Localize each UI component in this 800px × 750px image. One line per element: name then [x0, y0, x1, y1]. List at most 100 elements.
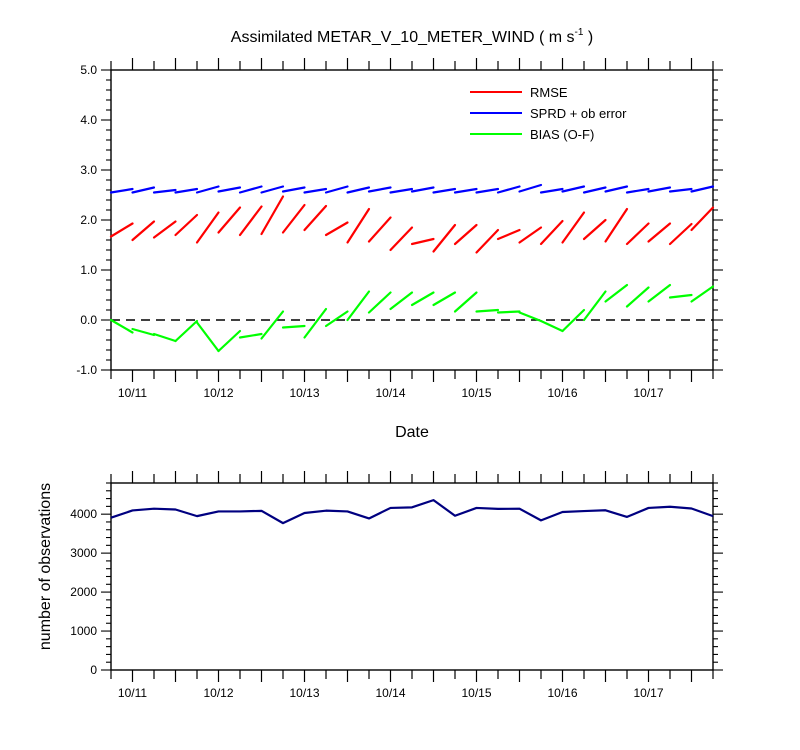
series-bias-o-f-segment [174, 319, 199, 343]
series-rmse-segment [453, 223, 478, 246]
legend-label-bias-o-f: BIAS (O-F) [530, 127, 594, 142]
series-bias-o-f-segment [238, 332, 263, 339]
legend-label-rmse: RMSE [530, 85, 568, 100]
series-sprd-ob-error-segment [109, 187, 134, 194]
lower-plot-observation-count: 10/11 10/12 10/13 10/14 10/15 10/16 10/17 0 1000… [37, 471, 723, 700]
series-bias-o-f-segment [410, 291, 435, 307]
series-rmse-segment [260, 195, 285, 236]
series-sprd-ob-error-segment [195, 185, 220, 194]
series-sprd-ob-error-segment [346, 186, 371, 194]
x-tick-label: 10/12 [203, 686, 233, 700]
y-tick-label: 3000 [70, 546, 97, 560]
upper-plot-error-statistics: 10/11 10/12 10/13 10/14 10/15 10/16 10/17 5.0 4.… [76, 58, 723, 441]
series-bias-o-f-segment [668, 293, 693, 299]
chart-title-main: Assimilated METAR_V_10_METER_WIND ( m s [231, 29, 575, 46]
x-tick-label: 10/16 [547, 386, 577, 400]
series-sprd-ob-error-segment [539, 187, 564, 194]
y-tick-label: 2000 [70, 585, 97, 599]
y-tick-label: 4.0 [80, 113, 97, 127]
series-bias-o-f-segment [195, 321, 220, 353]
x-tick-label: 10/11 [118, 386, 147, 400]
series-sprd-ob-error-segment [582, 186, 607, 194]
series-bias-o-f-segment [303, 307, 328, 339]
series-rmse-segment [195, 211, 220, 244]
series-sprd-ob-error-segment [410, 186, 435, 193]
x-tick-label: 10/17 [633, 686, 663, 700]
series-bias-o-f-segment [152, 332, 177, 343]
series-bias-o-f-segment [346, 290, 371, 322]
series-sprd-ob-error-segment [238, 185, 263, 194]
x-tick-label: 10/14 [375, 686, 405, 700]
legend-label-sprd-ob-error: SPRD + ob error [530, 106, 627, 121]
series-rmse-segment [238, 205, 263, 237]
series-sprd-ob-error-segment [367, 186, 392, 193]
series-rmse-segment [475, 228, 500, 254]
x-tick-label: 10/11 [118, 686, 147, 700]
series-sprd-ob-error-segment [260, 185, 285, 194]
y-tick-label: 1.0 [80, 263, 97, 277]
chart-title: Assimilated METAR_V_10_METER_WIND ( m s-… [231, 27, 593, 46]
series-bias-o-f-segment [475, 308, 500, 313]
series-sprd-ob-error-segment [389, 187, 414, 194]
series-sprd-ob-error-segment [281, 186, 306, 193]
chart-title-superscript: -1 [575, 27, 584, 38]
x-tick-label: 10/14 [375, 386, 405, 400]
x-tick-label: 10/15 [461, 386, 491, 400]
series-rmse-segment [303, 204, 328, 232]
series-rmse-segment [561, 211, 586, 244]
y-tick-label: 4000 [70, 507, 97, 521]
series-bias-o-f-segment [281, 324, 306, 329]
series-bias-o-f-segment [389, 291, 414, 311]
series-rmse-segment [625, 222, 650, 246]
series-sprd-ob-error-segment [217, 186, 242, 193]
series-bias-o-f-segment [582, 290, 607, 322]
series-bias-o-f-segment [625, 286, 650, 308]
y-tick-label: 1000 [70, 624, 97, 638]
series-sprd-ob-error-segment [432, 187, 457, 194]
series-bias-o-f-segment [367, 291, 392, 314]
series-rmse-segment [152, 220, 177, 239]
y-axis-title: number of observations [37, 483, 54, 650]
series-sprd-ob-error-segment [561, 185, 586, 193]
x-tick-label: 10/13 [289, 386, 319, 400]
series-sprd-ob-error-segment [303, 187, 328, 194]
series-bias-o-f-segment [604, 283, 629, 303]
series-sprd-ob-error-segment [668, 187, 693, 193]
series-bias-o-f-segment [109, 318, 134, 334]
series-rmse-segment [410, 237, 435, 246]
series-rmse-segment [539, 219, 564, 246]
series-bias-o-f-segment [260, 310, 285, 340]
x-tick-label: 10/13 [289, 686, 319, 700]
series-bias-o-f-segment [561, 308, 586, 333]
series-sprd-ob-error-segment [690, 185, 715, 193]
x-tick-label: 10/16 [547, 686, 577, 700]
series-rmse-segment [346, 207, 371, 244]
series-observation-count-line [110, 499, 714, 525]
series-bias-o-f-segment [496, 310, 521, 314]
y-tick-label: 3.0 [80, 163, 97, 177]
series-rmse-segment [690, 206, 715, 232]
series-rmse-segment [604, 207, 629, 243]
series-bias-o-f-segment [432, 291, 457, 307]
series-bias-o-f-segment [217, 329, 242, 353]
series-sprd-ob-error-segment [131, 186, 156, 194]
x-tick-label: 10/15 [461, 686, 491, 700]
series-bias-o-f-segment [453, 291, 478, 313]
y-tick-label: -1.0 [76, 363, 97, 377]
y-tick-label: 2.0 [80, 213, 97, 227]
series-bias-o-f-segment [647, 283, 672, 303]
plot-frame [110, 482, 714, 671]
series-rmse-segment [518, 226, 543, 244]
series-rmse-segment [131, 220, 156, 242]
x-axis-title: Date [395, 424, 429, 441]
y-tick-label: 0.0 [80, 313, 97, 327]
series-sprd-ob-error-segment [453, 187, 478, 194]
series-rmse-segment [432, 223, 457, 253]
series-rmse-segment [324, 221, 349, 237]
series-bias-o-f-segment [539, 319, 564, 333]
series-rmse-segment [174, 213, 199, 237]
series-sprd-ob-error-segment [152, 188, 177, 194]
x-tick-label: 10/17 [633, 386, 663, 400]
series-sprd-ob-error-segment [625, 187, 650, 194]
series-rmse-segment [217, 206, 242, 234]
